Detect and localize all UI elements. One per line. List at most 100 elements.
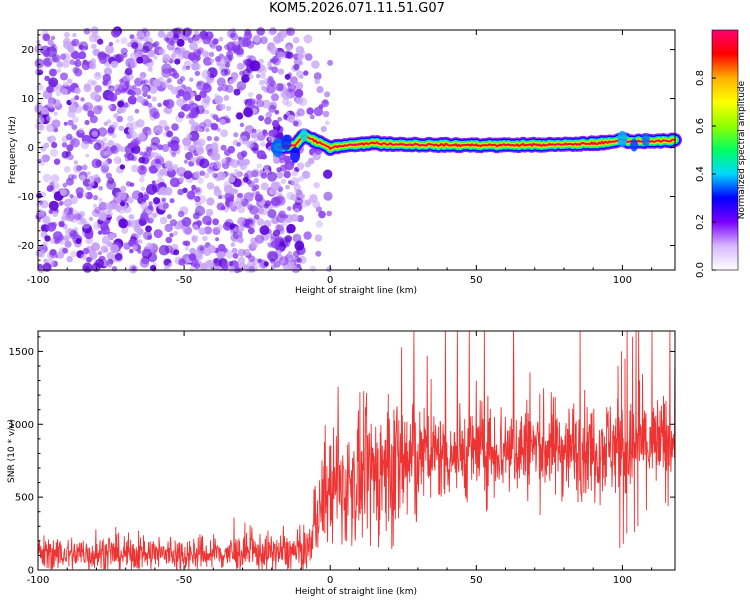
noise-point	[275, 195, 286, 206]
noise-point	[213, 188, 222, 197]
noise-point	[95, 72, 101, 77]
noise-point	[207, 245, 216, 254]
noise-point	[251, 168, 261, 178]
signal-track-band-6	[276, 134, 676, 150]
signal-track-blob	[299, 128, 308, 142]
noise-point	[227, 260, 234, 267]
noise-point	[137, 132, 146, 141]
noise-point	[35, 68, 43, 76]
noise-point	[42, 241, 48, 247]
noise-point	[128, 214, 135, 220]
noise-point	[296, 108, 305, 117]
noise-point	[78, 51, 87, 60]
signal-track-blob	[290, 146, 301, 163]
noise-point	[270, 240, 280, 249]
noise-point	[243, 248, 251, 256]
noise-point	[56, 68, 61, 74]
noise-point	[301, 170, 311, 179]
noise-point	[172, 49, 179, 55]
y-tick-label: 1000	[9, 420, 34, 431]
x-tick-label: 0	[327, 575, 333, 586]
noise-point	[309, 265, 316, 272]
noise-point	[111, 28, 121, 38]
noise-point	[236, 142, 241, 147]
noise-point	[273, 35, 282, 45]
noise-point	[94, 174, 99, 179]
noise-point	[202, 235, 208, 242]
noise-point	[62, 182, 68, 188]
noise-point	[242, 176, 249, 183]
noise-point	[181, 217, 192, 227]
noise-point	[178, 111, 185, 119]
noise-point	[43, 34, 50, 40]
noise-point	[49, 249, 57, 256]
noise-point	[51, 119, 61, 128]
noise-point	[254, 194, 263, 202]
noise-point	[65, 133, 73, 141]
noise-point	[283, 170, 291, 179]
noise-point	[107, 204, 114, 211]
noise-point	[263, 203, 269, 209]
noise-point	[185, 65, 190, 71]
noise-point	[236, 80, 247, 91]
noise-point	[87, 110, 95, 118]
noise-point	[275, 83, 284, 92]
noise-point	[284, 160, 295, 171]
noise-point	[313, 72, 322, 81]
noise-point	[204, 98, 210, 105]
noise-point	[81, 164, 88, 171]
noise-point	[69, 230, 79, 240]
noise-point	[78, 127, 85, 134]
noise-point	[199, 122, 207, 129]
noise-point	[123, 242, 131, 250]
noise-point	[82, 247, 90, 255]
noise-point	[267, 171, 278, 182]
noise-point	[225, 62, 231, 68]
noise-point	[245, 65, 254, 74]
noise-point	[199, 158, 210, 169]
top-x-axis: -100 -50 0 50 100	[27, 30, 653, 286]
y-tick-label: 10	[21, 94, 34, 105]
noise-point	[118, 125, 124, 132]
noise-point	[107, 263, 112, 268]
noise-point	[309, 114, 315, 120]
noise-point	[114, 53, 124, 63]
noise-point	[159, 216, 168, 225]
noise-point	[124, 156, 131, 162]
noise-point	[169, 233, 174, 238]
noise-point	[99, 150, 107, 157]
noise-point	[49, 237, 56, 244]
noise-point	[239, 122, 245, 128]
noise-point	[235, 171, 242, 178]
noise-point	[143, 30, 151, 37]
colorbar-tick-label: 0.6	[695, 118, 706, 134]
noise-point	[35, 208, 45, 218]
noise-point	[231, 247, 238, 254]
colorbar-tick-label: 0.4	[695, 166, 706, 182]
noise-point	[182, 92, 192, 101]
noise-point	[327, 59, 334, 66]
noise-point	[46, 185, 54, 192]
noise-point	[111, 133, 117, 139]
noise-point	[70, 97, 76, 104]
noise-point	[151, 180, 156, 185]
noise-point	[113, 156, 122, 165]
noise-point	[85, 153, 90, 158]
noise-point	[256, 150, 266, 160]
noise-point	[147, 235, 153, 240]
noise-point	[292, 120, 299, 127]
noise-point	[189, 77, 194, 82]
colorbar-frame	[711, 29, 739, 271]
noise-point	[240, 64, 245, 69]
noise-point	[103, 121, 109, 126]
noise-point	[103, 67, 113, 76]
noise-point	[54, 239, 59, 245]
noise-point	[228, 175, 236, 183]
noise-point	[55, 83, 63, 91]
noise-point	[139, 75, 146, 82]
snr-series-layer	[37, 330, 676, 571]
noise-point	[89, 251, 98, 260]
noise-point	[271, 128, 278, 136]
noise-point	[229, 188, 236, 195]
noise-point	[73, 160, 79, 165]
